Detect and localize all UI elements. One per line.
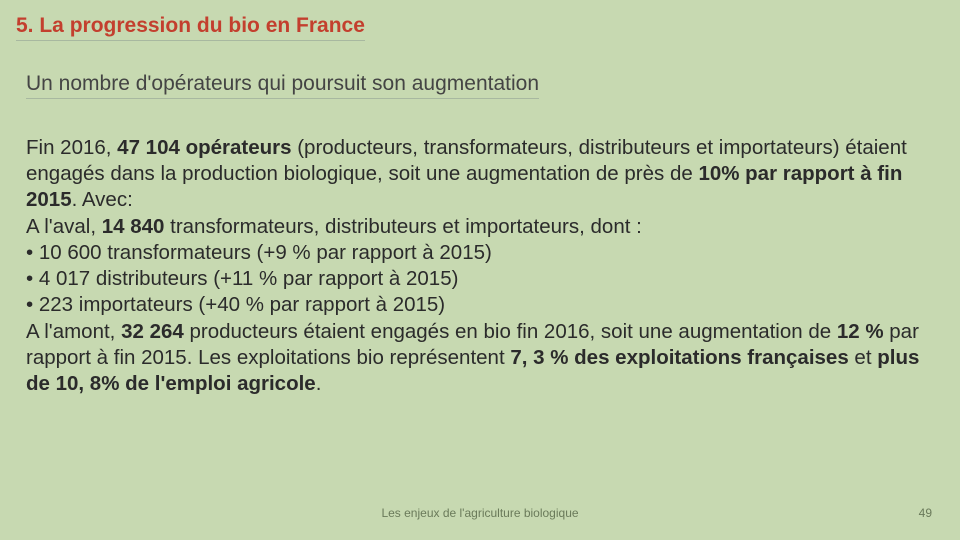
bullet-item: • 4 017 distributeurs (+11 % par rapport… (26, 267, 458, 290)
slide-subtitle: Un nombre d'opérateurs qui poursuit son … (26, 72, 539, 99)
body-text: producteurs étaient engagés en bio fin 2… (184, 320, 837, 343)
body-bold: 14 840 (102, 215, 165, 238)
bullet-item: • 10 600 transformateurs (+9 % par rappo… (26, 241, 492, 264)
slide: 5. La progression du bio en France Un no… (0, 0, 960, 540)
body-bold: 12 % (837, 320, 884, 343)
bullet-item: • 223 importateurs (+40 % par rapport à … (26, 293, 445, 316)
body-text: transformateurs, distributeurs et import… (164, 215, 641, 238)
footer-text: Les enjeux de l'agriculture biologique (0, 506, 960, 520)
body-text: A l'aval, (26, 215, 102, 238)
body-text: . (316, 372, 322, 395)
body-bold: 47 104 opérateurs (117, 136, 291, 159)
body-bold: 32 264 (121, 320, 184, 343)
page-number: 49 (919, 506, 932, 520)
body-text: . Avec: (72, 188, 133, 211)
body-bold: 7, 3 % des exploitations françaises (510, 346, 848, 369)
body-text: A l'amont, (26, 320, 121, 343)
slide-title: 5. La progression du bio en France (16, 14, 365, 41)
body-text: Fin 2016, (26, 136, 117, 159)
slide-body: Fin 2016, 47 104 opérateurs (producteurs… (26, 135, 930, 397)
body-text: et (849, 346, 878, 369)
